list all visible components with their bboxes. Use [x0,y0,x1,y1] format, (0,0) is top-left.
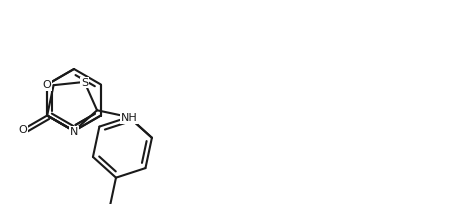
Text: O: O [19,125,27,135]
Text: N: N [70,127,78,137]
Text: O: O [43,81,51,91]
Text: S: S [81,78,88,88]
Text: NH: NH [120,113,137,123]
